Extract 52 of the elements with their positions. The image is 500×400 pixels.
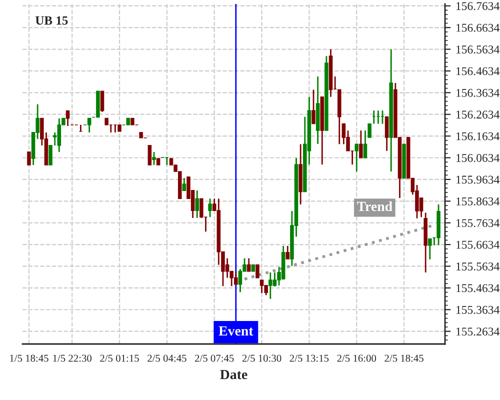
- x-tick-label: 1/5 22:30: [53, 354, 92, 362]
- candlestick: [57, 118, 62, 153]
- candlestick: [87, 118, 92, 134]
- y-tick-label: 156.7634: [456, 2, 500, 10]
- x-tick-label: 2/5 01:15: [100, 354, 139, 362]
- candlestick: [428, 238, 432, 260]
- candlestick: [148, 145, 152, 166]
- candlestick: [152, 151, 156, 166]
- y-tick-label: 155.6634: [456, 240, 500, 249]
- x-tick-label: 1/5 18:45: [10, 354, 48, 362]
- candlestick: [200, 198, 204, 219]
- text: UB 15: [35, 16, 68, 25]
- y-tick-label: 156.4634: [456, 67, 500, 76]
- candlestick: [384, 116, 389, 152]
- x-tick-label: 2/5 16:00: [337, 354, 376, 362]
- y-tick-label: 156.5634: [456, 46, 500, 54]
- candlestick: [359, 130, 363, 159]
- y-tick-label: 155.2634: [456, 328, 500, 336]
- annotation: Event: [218, 326, 254, 336]
- candlestick: [312, 89, 316, 124]
- series-label: Trend: [357, 201, 392, 212]
- y-tick-label: 155.9634: [456, 176, 500, 184]
- x-axis-title: Date: [220, 370, 248, 380]
- candlestick: [246, 258, 251, 272]
- candlestick: [208, 198, 212, 218]
- candlestick: [182, 177, 186, 192]
- x-tick-label: 2/5 04:45: [148, 354, 186, 362]
- candlestick: [286, 245, 290, 260]
- candlestick: [100, 90, 104, 113]
- x-tick-label: 2/5 10:30: [242, 354, 282, 362]
- x-tick-label: 2/5 13:15: [290, 354, 329, 362]
- candlestick: [354, 143, 359, 172]
- y-tick-label: 155.8634: [456, 197, 500, 206]
- candlestick: [238, 268, 242, 293]
- candlestick: [260, 279, 264, 294]
- y-tick-label: 155.7634: [456, 219, 500, 228]
- y-tick-label: 155.5634: [456, 262, 500, 270]
- y-tick-label: 156.1634: [456, 132, 500, 140]
- x-tick-label: 2/5 07:45: [194, 354, 234, 362]
- candlestick: [272, 272, 277, 288]
- candlestick: [66, 110, 70, 127]
- y-tick-label: 156.0634: [456, 154, 500, 162]
- y-tick-label: 155.4634: [456, 284, 500, 292]
- x-tick-label: 2/5 18:45: [384, 354, 424, 362]
- y-tick-label: 156.6634: [456, 24, 500, 32]
- y-tick-label: 155.3634: [456, 306, 500, 314]
- candlestick: [27, 152, 31, 166]
- y-tick-label: 156.3634: [456, 88, 500, 97]
- candlestick: [256, 264, 260, 278]
- candlestick: [195, 190, 199, 219]
- y-tick-label: 156.2634: [456, 110, 500, 119]
- candlestick: [268, 272, 272, 300]
